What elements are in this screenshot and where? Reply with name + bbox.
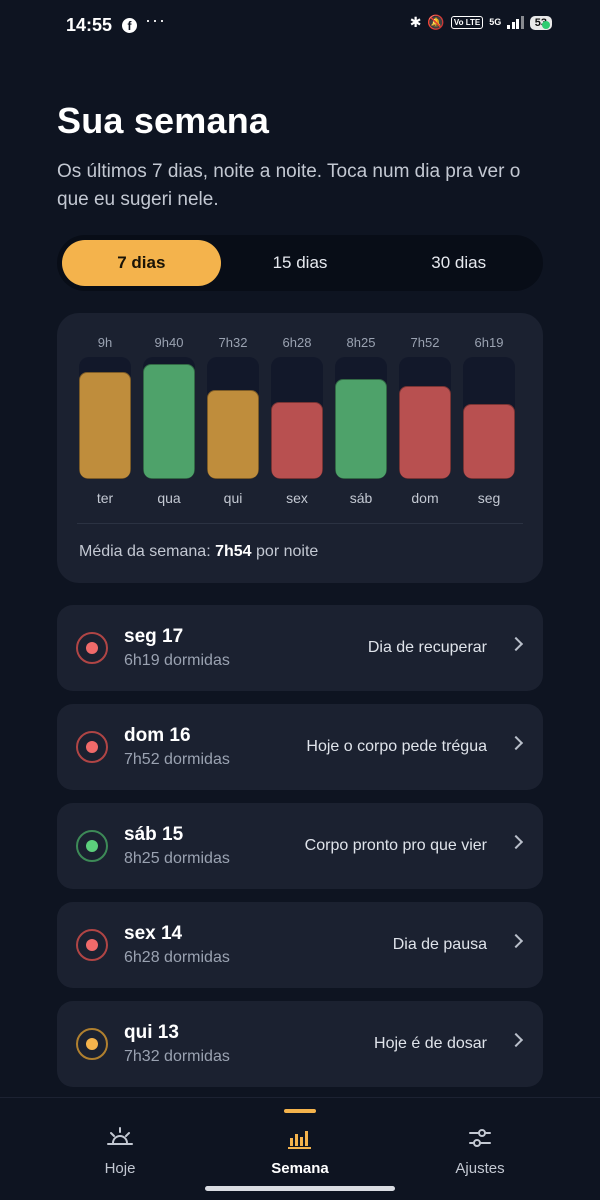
nav-label: Ajustes	[455, 1160, 505, 1177]
sliders-icon	[469, 1129, 491, 1147]
average-prefix: Média da semana:	[79, 543, 211, 560]
bar	[207, 390, 259, 479]
status-time: 14:55	[66, 15, 113, 35]
active-tab-indicator	[284, 1109, 316, 1113]
bar-track	[271, 357, 323, 479]
day-suggestion: Hoje o corpo pede trégua	[306, 738, 487, 755]
bar-value-label: 6h28	[282, 335, 312, 350]
day-name: qui 13	[124, 1022, 179, 1043]
status-ring-icon	[76, 632, 108, 664]
bar	[271, 402, 323, 479]
page-title: Sua semana	[57, 100, 270, 141]
status-ring-icon	[76, 830, 108, 862]
tab-15-dias[interactable]: 15 dias	[272, 253, 328, 272]
bar	[463, 404, 515, 479]
week-chart-card: 9h ter 9h40 qua 7h32 qui 6h28 sex 8h25 sáb 7h52 dom…	[57, 313, 543, 583]
bar-value-label: 8h25	[346, 335, 376, 350]
bar-value-label: 9h40	[154, 335, 184, 350]
day-sleep-duration: 8h25 dormidas	[124, 850, 230, 867]
day-card[interactable]: seg 17 6h19 dormidas Dia de recuperar	[57, 605, 543, 691]
average-value: 7h54	[215, 543, 252, 560]
tab-7-dias[interactable]: 7 dias	[62, 240, 221, 286]
bar-value-label: 7h32	[218, 335, 248, 350]
nav-label: Hoje	[104, 1160, 136, 1177]
day-card[interactable]: sex 14 6h28 dormidas Dia de pausa	[57, 902, 543, 988]
chevron-right-icon	[508, 933, 524, 949]
bar-track	[335, 357, 387, 479]
chevron-right-icon	[508, 834, 524, 850]
tab-30-dias[interactable]: 30 dias	[431, 253, 487, 272]
signal-icon	[507, 16, 524, 29]
sleep-bar-chart: 9h ter 9h40 qua 7h32 qui 6h28 sex 8h25 sáb 7h52 dom…	[77, 335, 523, 515]
bar-day-label: dom	[411, 490, 439, 506]
bar-day-label: ter	[96, 490, 114, 506]
nav-label: Semana	[271, 1160, 329, 1177]
network-type: 5G	[489, 17, 502, 27]
privacy-dot-icon	[542, 21, 550, 29]
chevron-right-icon	[508, 1032, 524, 1048]
bar-value-label: 6h19	[474, 335, 504, 350]
sunrise-icon	[107, 1127, 133, 1145]
day-suggestion: Dia de recuperar	[367, 639, 487, 656]
bar-value-label: 7h52	[410, 335, 440, 350]
volte-icon: Vo LTE	[450, 16, 484, 29]
bar-track	[463, 357, 515, 479]
bar	[335, 379, 387, 479]
status-bar: 14:55 f ··· ✱ 🔕 Vo LTE 5G 53	[0, 0, 600, 52]
nav-hoje[interactable]: Hoje	[20, 1098, 220, 1200]
day-sleep-duration: 7h32 dormidas	[124, 1048, 230, 1065]
more-notifications: ···	[145, 10, 166, 30]
average-suffix: por noite	[256, 543, 319, 560]
day-suggestion: Corpo pronto pro que vier	[304, 837, 487, 854]
home-gesture-bar[interactable]	[205, 1186, 395, 1191]
bar-day-label: sáb	[349, 490, 373, 506]
chevron-right-icon	[508, 735, 524, 751]
bar	[143, 364, 195, 479]
bar	[399, 386, 451, 479]
bar	[79, 372, 131, 479]
facebook-icon: f	[122, 18, 137, 33]
day-name: sáb 15	[124, 824, 184, 845]
nav-ajustes[interactable]: Ajustes	[380, 1098, 580, 1200]
status-icons: ✱ 🔕 Vo LTE 5G 53	[410, 14, 552, 31]
day-card[interactable]: dom 16 7h52 dormidas Hoje o corpo pede t…	[57, 704, 543, 790]
day-name: seg 17	[124, 626, 184, 647]
day-sleep-duration: 7h52 dormidas	[124, 751, 230, 768]
mute-icon: 🔕	[427, 14, 445, 30]
status-ring-icon	[76, 929, 108, 961]
bar-track	[207, 357, 259, 479]
day-name: sex 14	[124, 923, 183, 944]
status-ring-icon	[76, 1028, 108, 1060]
day-card[interactable]: qui 13 7h32 dormidas Hoje é de dosar	[57, 1001, 543, 1087]
bar-value-label: 9h	[97, 335, 113, 350]
day-sleep-duration: 6h28 dormidas	[124, 949, 230, 966]
bar-track	[79, 357, 131, 479]
day-suggestion: Dia de pausa	[392, 936, 487, 953]
weekly-average: Média da semana: 7h54 por noite	[79, 543, 318, 561]
bluetooth-icon: ✱	[409, 14, 422, 30]
bar-day-label: qua	[157, 490, 181, 506]
day-suggestion: Hoje é de dosar	[374, 1035, 487, 1052]
bar-track	[399, 357, 451, 479]
page-subtitle: Os últimos 7 dias, noite a noite. Toca n…	[57, 161, 521, 210]
day-card[interactable]: sáb 15 8h25 dormidas Corpo pronto pro qu…	[57, 803, 543, 889]
nav-semana[interactable]: Semana	[200, 1098, 400, 1200]
bar-day-label: qui	[223, 490, 243, 506]
bar-chart-icon	[288, 1131, 311, 1149]
day-sleep-duration: 6h19 dormidas	[124, 652, 230, 669]
bar-day-label: seg	[477, 490, 501, 506]
bar-track	[143, 357, 195, 479]
status-ring-icon	[76, 731, 108, 763]
day-name: dom 16	[124, 725, 191, 746]
divider	[77, 523, 523, 524]
bar-day-label: sex	[286, 490, 308, 506]
chevron-right-icon	[508, 636, 524, 652]
range-selector: 7 dias 15 dias 30 dias	[57, 235, 543, 291]
bottom-nav: Hoje Semana Ajustes	[0, 1097, 600, 1200]
